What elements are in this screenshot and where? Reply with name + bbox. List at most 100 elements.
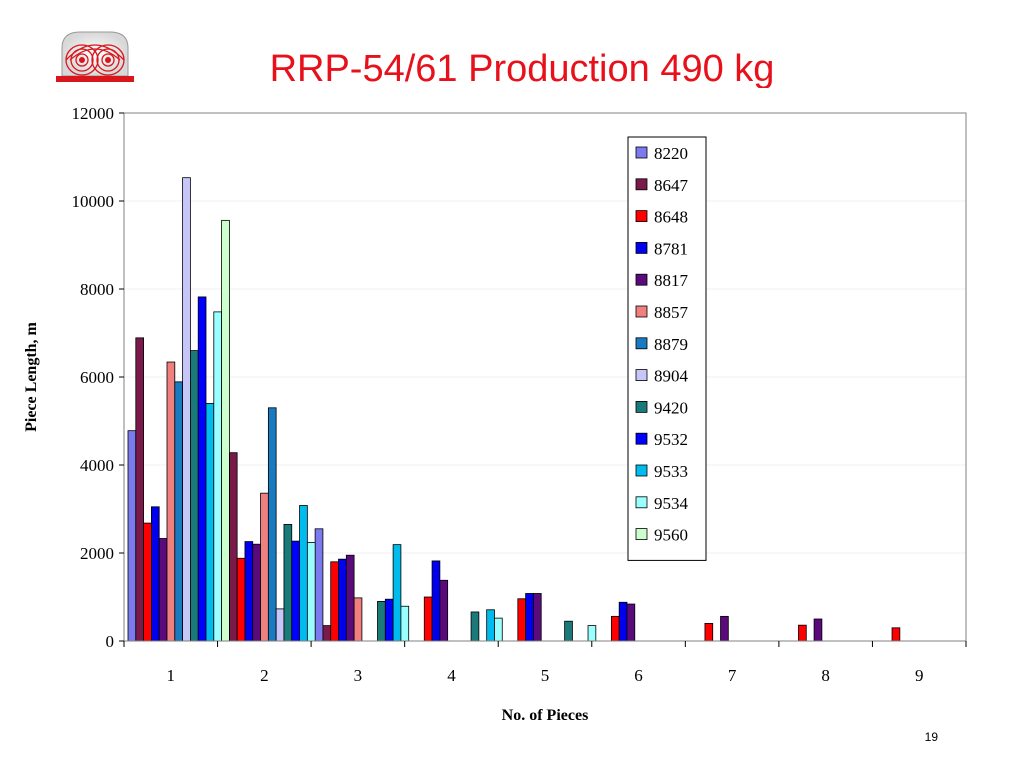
legend-label: 9560: [654, 526, 688, 545]
axes: 0 2000 4000 6000 8000 10000 12000 1 2 3 4 5 6 7 8 9: [72, 104, 967, 685]
bar-8879-2: [267, 407, 277, 642]
bar-8648-3: [330, 561, 339, 642]
bar-8648-6: [610, 615, 620, 642]
bar-8648-7: [704, 623, 714, 642]
bar-8647-1: [135, 337, 145, 642]
bar-9532-2: [291, 540, 300, 642]
legend: 8220 8647 8648 8781 8817 8857 8879 8904 9420 9532…: [627, 136, 707, 561]
bar-8857-2: [260, 492, 269, 642]
bar-9534-1: [213, 311, 223, 642]
bar-8220-1: [127, 430, 137, 642]
legend-swatch: [635, 369, 648, 382]
x-tick-label: 2: [260, 666, 269, 685]
bar-9534-4: [494, 617, 503, 642]
legend-swatch: [635, 146, 648, 159]
legend-label: 8220: [654, 144, 688, 163]
bar-8220-3: [314, 528, 324, 642]
legend-label: 9420: [654, 398, 688, 417]
page-number: 19: [924, 730, 938, 744]
bar-8904-2: [275, 608, 285, 642]
bar-8648-4: [423, 596, 433, 642]
y-tick-label: 6000: [80, 368, 114, 387]
bar-8781-1: [150, 506, 160, 642]
bar-8781-6: [618, 601, 628, 642]
bar-9534-2: [306, 542, 316, 642]
legend-label: 8879: [654, 335, 688, 354]
bar-9533-2: [299, 505, 308, 642]
bar-8647-3: [322, 625, 332, 642]
legend-label: 9533: [654, 462, 688, 481]
x-tick-label: 1: [167, 666, 176, 685]
legend-swatch: [635, 337, 648, 350]
bar-8817-3: [345, 554, 355, 642]
bar-8647-2: [228, 452, 238, 642]
bar-8904-1: [182, 177, 191, 642]
y-tick-label: 0: [106, 632, 115, 651]
bar-8879-1: [174, 381, 184, 642]
x-tick-label: 8: [821, 666, 830, 685]
bar-8817-6: [626, 603, 636, 642]
x-tick-label: 5: [541, 666, 550, 685]
bar-8817-1: [158, 538, 168, 642]
bar-9420-3: [377, 601, 386, 642]
bar-8648-2: [236, 557, 246, 642]
bar-8648-9: [891, 627, 901, 642]
bar-8817-7: [720, 615, 729, 642]
x-tick-label: 3: [354, 666, 363, 685]
legend-swatch: [635, 464, 648, 477]
legend-label: 9532: [654, 430, 688, 449]
x-tick-label: 7: [728, 666, 737, 685]
legend-label: 8781: [654, 239, 688, 258]
x-tick-label: 4: [447, 666, 456, 685]
bar-9532-1: [197, 296, 207, 642]
bar-8857-1: [166, 361, 176, 642]
bar-9533-4: [486, 609, 495, 642]
y-tick-label: 12000: [72, 104, 115, 123]
bar-9533-3: [392, 544, 402, 642]
y-tick-label: 4000: [80, 456, 114, 475]
grid-lines: [124, 200, 966, 554]
x-tick-label: 9: [915, 666, 924, 685]
bar-8817-8: [813, 618, 823, 642]
legend-swatch: [635, 400, 648, 413]
bar-8648-1: [143, 522, 152, 642]
slide-title: RRP-54/61 Production 490 kg: [269, 48, 775, 88]
x-axis-label: No. of Pieces: [502, 707, 589, 724]
y-tick-label: 10000: [72, 192, 115, 211]
legend-swatch: [635, 528, 648, 540]
y-axis-label: Piece Length, m: [23, 321, 40, 431]
bar-8857-3: [353, 597, 363, 642]
legend-swatch: [635, 178, 648, 191]
legend-swatch: [635, 305, 648, 318]
legend-swatch: [635, 241, 648, 254]
legend-swatch: [635, 210, 648, 223]
bar-9560-1: [221, 219, 230, 642]
legend-swatch: [635, 496, 648, 509]
bar-8781-4: [431, 560, 441, 642]
bar-8781-3: [338, 558, 347, 642]
legend-label: 8904: [654, 367, 689, 386]
legend-label: 9534: [654, 494, 689, 513]
bar-9420-1: [189, 350, 199, 642]
bar-8817-4: [439, 579, 449, 642]
bar-9534-5: [587, 625, 597, 642]
logo-icon: [52, 26, 138, 86]
bar-8648-8: [798, 624, 807, 642]
bar-8648-5: [517, 598, 527, 642]
bar-9534-3: [400, 605, 410, 642]
bar-9532-3: [384, 598, 394, 642]
legend-label: 8647: [654, 176, 689, 195]
bar-8817-5: [533, 593, 542, 642]
y-tick-label: 8000: [80, 280, 114, 299]
bar-series: [127, 177, 901, 642]
bar-9420-5: [564, 620, 573, 642]
bar-8781-5: [525, 593, 534, 642]
bar-9420-2: [283, 524, 293, 642]
bar-9533-1: [205, 402, 215, 642]
legend-swatch: [635, 273, 648, 286]
legend-swatch: [635, 432, 648, 445]
bar-8781-2: [244, 541, 254, 642]
y-tick-label: 2000: [80, 544, 114, 563]
legend-label: 8857: [654, 303, 689, 322]
